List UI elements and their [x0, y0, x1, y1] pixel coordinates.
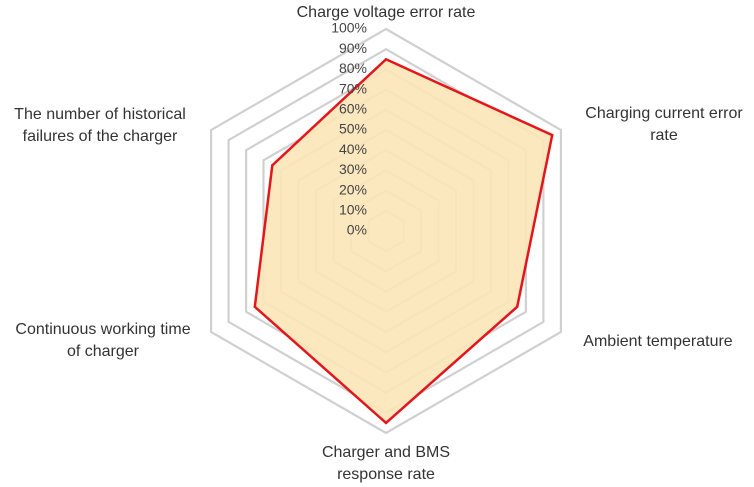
axis-label-line: Continuous working time: [15, 321, 190, 338]
tick-label: 30%: [339, 161, 367, 177]
axis-label: The number of historical failures of the …: [14, 106, 186, 145]
axis-label: Charge voltage error rate: [297, 4, 476, 21]
axis-label: Charging current error rate: [585, 105, 743, 144]
axis-label-line: response rate: [337, 466, 435, 483]
tick-label: 90%: [339, 40, 367, 56]
axis-labels: Charge voltage error rate Charging curren…: [14, 4, 743, 483]
axis-label-line: Charger and BMS: [322, 444, 450, 461]
tick-label: 60%: [339, 101, 367, 117]
grid-ring: [210, 27, 563, 435]
tick-label: 40%: [339, 141, 367, 157]
tick-label: 100%: [331, 20, 367, 36]
tick-label: 20%: [339, 181, 367, 197]
axis-label-line: The number of historical: [14, 106, 186, 123]
axis-label: Charger and BMS response rate: [322, 444, 450, 483]
axis-label: Ambient temperature: [583, 333, 733, 350]
radial-tick-labels: 0% 10% 20% 30% 40% 50% 60% 70% 80% 90% 100%: [331, 20, 367, 238]
axis-label-line: of charger: [67, 343, 140, 360]
tick-label: 70%: [339, 80, 367, 96]
axis-label-line: Charging current error: [585, 105, 743, 122]
data-point: [253, 305, 256, 308]
axis-label-line: Ambient temperature: [583, 333, 733, 350]
radar-series: [253, 57, 554, 425]
data-point: [384, 58, 388, 61]
data-point: [384, 421, 388, 425]
data-point: [551, 133, 554, 137]
axis-label-line: Charge voltage error rate: [297, 4, 476, 21]
tick-label: 10%: [339, 202, 367, 218]
axis-label-line: rate: [650, 127, 678, 144]
tick-label: 50%: [339, 121, 367, 137]
series-area: [254, 59, 553, 423]
data-point: [271, 164, 274, 167]
data-point: [516, 305, 519, 308]
tick-label: 0%: [347, 222, 367, 238]
axis-label: Continuous working time of charger: [15, 321, 190, 360]
axis-label-line: failures of the charger: [23, 128, 178, 145]
tick-label: 80%: [339, 60, 367, 76]
